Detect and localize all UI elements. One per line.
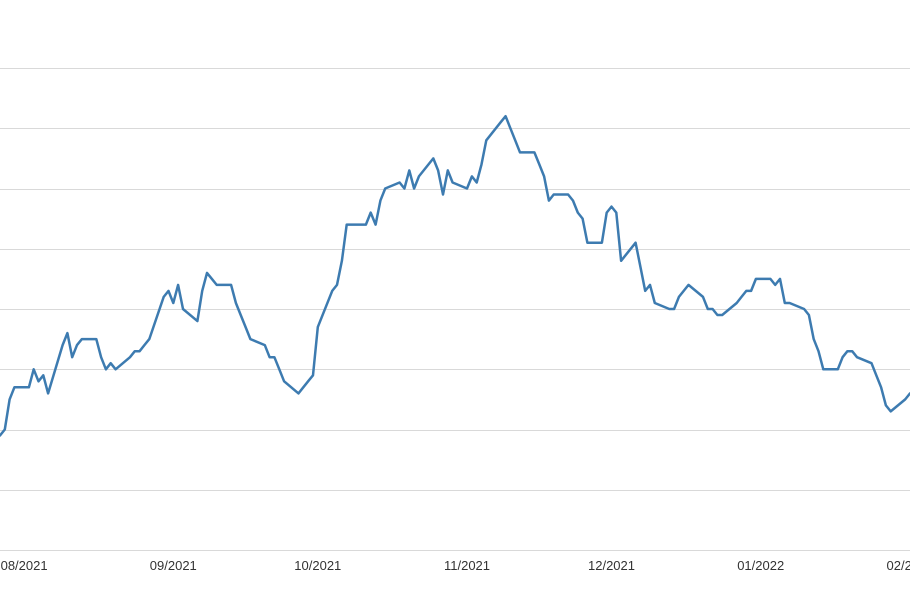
x-tick-label: 12/2021 <box>588 558 635 573</box>
x-tick-label: 01/2022 <box>737 558 784 573</box>
series-layer <box>0 114 910 437</box>
series-line <box>0 114 910 437</box>
x-tick-label: 09/2021 <box>150 558 197 573</box>
x-tick-label: 08/2021 <box>1 558 48 573</box>
x-tick-label: 10/2021 <box>294 558 341 573</box>
x-tick-label: 11/2021 <box>444 558 490 573</box>
gridlines <box>0 68 910 551</box>
x-tick-label: 02/2022 <box>887 558 910 573</box>
x-axis-tick-labels: 08/2021 09/2021 10/2021 11/2021 12/2021 01/20… <box>1 558 910 573</box>
